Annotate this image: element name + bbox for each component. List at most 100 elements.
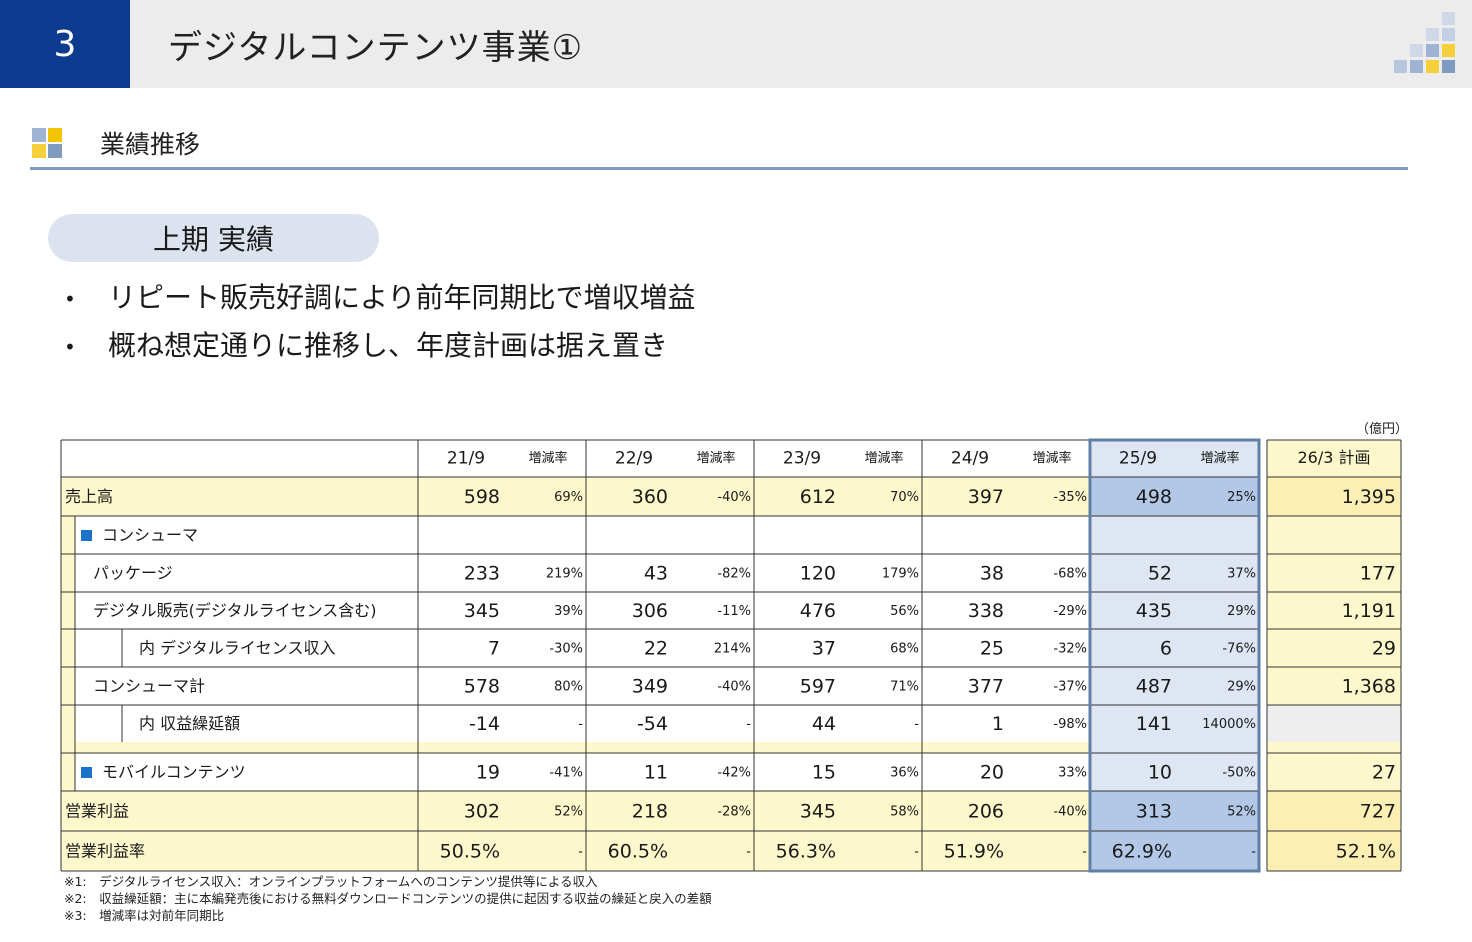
- rate-cell: 14000%: [1202, 717, 1256, 732]
- section-divider: [30, 167, 1408, 170]
- value-cell: 44: [812, 713, 836, 735]
- rate-header: 増減率: [1200, 450, 1239, 466]
- value-cell: 360: [632, 486, 668, 508]
- rate-cell: -82%: [717, 567, 751, 582]
- rate-cell: -98%: [1053, 717, 1087, 732]
- rate-cell: 214%: [714, 642, 751, 657]
- rate-cell: -41%: [549, 766, 583, 781]
- rate-cell: 52%: [1227, 805, 1256, 820]
- footnote: ※2: 収益繰延額：主に本編発売後における無料ダウンロードコンテンツの提供に起因…: [64, 891, 712, 906]
- rate-header: 増減率: [696, 450, 735, 466]
- rate-cell: 68%: [890, 642, 919, 657]
- unit-label: （億円）: [1356, 422, 1409, 437]
- bullet-square-icon: [81, 767, 92, 778]
- rate-cell: -29%: [1053, 604, 1087, 619]
- bullet-text: リピート販売好調により前年同期比で増収増益: [108, 281, 696, 314]
- rate-cell: -42%: [717, 766, 751, 781]
- plan-cell: 52.1%: [1336, 841, 1396, 863]
- value-cell: 11: [644, 762, 668, 784]
- row-label: 内 デジタルライセンス収入: [139, 639, 335, 658]
- value-cell: 25: [980, 638, 1004, 660]
- value-cell: 338: [968, 600, 1004, 622]
- value-cell: 313: [1136, 801, 1172, 823]
- value-cell: 19: [476, 762, 500, 784]
- current-period-cell-highlight: [1090, 477, 1259, 516]
- rate-cell: -50%: [1222, 766, 1256, 781]
- current-period-cell-highlight: [1090, 831, 1259, 871]
- value-cell: 302: [464, 801, 500, 823]
- rate-cell: 36%: [890, 766, 919, 781]
- value-cell: 397: [968, 486, 1004, 508]
- period-header: 24/9: [951, 449, 989, 469]
- section-squares-icon: [32, 128, 62, 158]
- value-cell: 7: [488, 638, 500, 660]
- rate-cell: -68%: [1053, 567, 1087, 582]
- rate-cell: 29%: [1227, 604, 1256, 619]
- period-header: 25/9: [1119, 449, 1157, 469]
- value-cell: 206: [968, 801, 1004, 823]
- header-bar: [0, 0, 1472, 88]
- value-cell: 38: [980, 563, 1004, 585]
- value-cell: 597: [800, 676, 836, 698]
- rate-cell: -: [746, 717, 751, 732]
- rate-cell: -40%: [717, 680, 751, 695]
- rate-cell: 70%: [890, 490, 919, 505]
- rate-cell: -: [914, 845, 919, 860]
- value-cell: 345: [800, 801, 836, 823]
- value-cell: 10: [1148, 762, 1172, 784]
- rate-cell: 80%: [554, 680, 583, 695]
- value-cell: 43: [644, 563, 668, 585]
- rate-cell: -37%: [1053, 680, 1087, 695]
- row-label: コンシューマ: [102, 526, 198, 545]
- bullet-text: 概ね想定通りに推移し、年度計画は据え置き: [108, 329, 669, 362]
- row-label: 内 収益繰延額: [139, 714, 240, 733]
- rate-cell: 58%: [890, 805, 919, 820]
- rate-cell: 33%: [1058, 766, 1087, 781]
- rate-cell: -40%: [1053, 805, 1087, 820]
- rate-cell: 219%: [546, 567, 583, 582]
- plan-cell: 1,191: [1342, 600, 1396, 622]
- footnotes: ※1: デジタルライセンス収入：オンラインプラットフォームへのコンテンツ提供等に…: [64, 873, 712, 924]
- rate-cell: -35%: [1053, 490, 1087, 505]
- value-cell: -14: [469, 713, 500, 735]
- value-cell: 62.9%: [1112, 841, 1172, 863]
- rate-cell: 37%: [1227, 567, 1256, 582]
- rate-cell: -40%: [717, 490, 751, 505]
- value-cell: 50.5%: [440, 841, 500, 863]
- rate-cell: 71%: [890, 680, 919, 695]
- rate-header: 増減率: [528, 450, 567, 466]
- rate-cell: -: [746, 845, 751, 860]
- corner-logo-icon: [1394, 12, 1472, 78]
- rate-cell: -30%: [549, 642, 583, 657]
- row-label: パッケージ: [93, 564, 173, 583]
- footnote: ※3: 増減率は対前年同期比: [64, 908, 225, 923]
- plan-cell: 29: [1372, 638, 1396, 660]
- value-cell: 15: [812, 762, 836, 784]
- current-period-cell-highlight: [1090, 791, 1259, 831]
- rate-cell: -32%: [1053, 642, 1087, 657]
- value-cell: 345: [464, 600, 500, 622]
- rate-cell: -28%: [717, 805, 751, 820]
- value-cell: 51.9%: [944, 841, 1004, 863]
- row-label: モバイルコンテンツ: [102, 763, 246, 782]
- rate-cell: 52%: [554, 805, 583, 820]
- rate-cell: -: [914, 717, 919, 732]
- period-header: 23/9: [783, 449, 821, 469]
- plan-cell-highlight: [1267, 477, 1401, 516]
- rate-cell: 25%: [1227, 490, 1256, 505]
- value-cell: 233: [464, 563, 500, 585]
- plan-cell: 1,395: [1342, 486, 1396, 508]
- value-cell: 476: [800, 600, 836, 622]
- value-cell: 487: [1136, 676, 1172, 698]
- rate-header: 増減率: [864, 450, 903, 466]
- value-cell: 52: [1148, 563, 1172, 585]
- value-cell: 498: [1136, 486, 1172, 508]
- period-header: 22/9: [615, 449, 653, 469]
- value-cell: 1: [992, 713, 1004, 735]
- row-label: 売上高: [65, 487, 113, 506]
- rate-cell: -: [1251, 845, 1256, 860]
- indent-band: [61, 516, 75, 791]
- value-cell: 598: [464, 486, 500, 508]
- value-cell: 37: [812, 638, 836, 660]
